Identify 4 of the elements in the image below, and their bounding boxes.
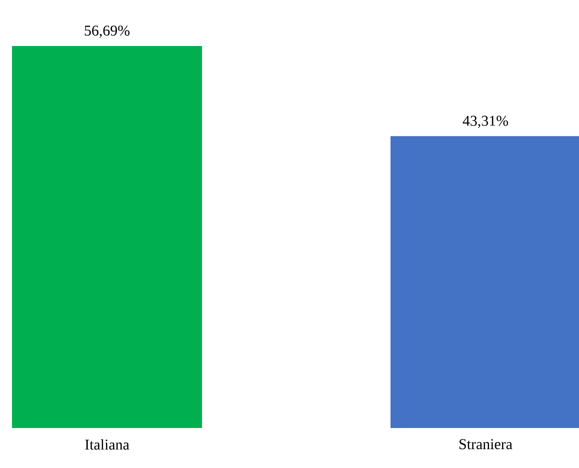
- x-tick-label: Italiana: [85, 439, 130, 450]
- data-label: 56,69%: [84, 26, 130, 38]
- data-label: 43,31%: [462, 116, 508, 128]
- x-tick-label: Straniera: [460, 439, 512, 450]
